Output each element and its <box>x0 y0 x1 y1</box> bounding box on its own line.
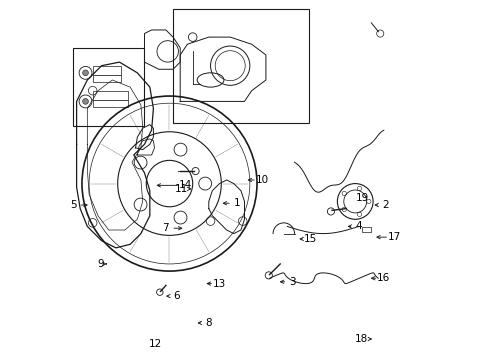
Text: 16: 16 <box>376 273 389 283</box>
Bar <box>93 75 121 82</box>
Text: 7: 7 <box>163 223 169 233</box>
Text: 8: 8 <box>205 318 212 328</box>
Text: 14: 14 <box>179 180 192 190</box>
Text: 17: 17 <box>387 232 400 242</box>
Text: 4: 4 <box>355 221 362 231</box>
Text: 2: 2 <box>382 200 388 210</box>
Text: 9: 9 <box>98 259 104 269</box>
Text: 15: 15 <box>304 234 317 244</box>
Text: 13: 13 <box>212 279 225 289</box>
Text: 11: 11 <box>174 184 187 194</box>
Text: 19: 19 <box>355 193 368 203</box>
Bar <box>73 48 144 126</box>
Bar <box>173 9 308 123</box>
Text: 18: 18 <box>354 334 367 344</box>
Bar <box>93 66 121 75</box>
Text: 12: 12 <box>148 339 162 349</box>
Text: 6: 6 <box>173 291 180 301</box>
Bar <box>93 91 128 100</box>
Bar <box>362 227 370 232</box>
Bar <box>93 100 128 107</box>
Text: 10: 10 <box>255 175 268 185</box>
Text: 1: 1 <box>234 198 240 208</box>
Text: 3: 3 <box>289 277 295 287</box>
Circle shape <box>82 99 88 104</box>
Circle shape <box>82 70 88 76</box>
Text: 5: 5 <box>70 200 76 210</box>
